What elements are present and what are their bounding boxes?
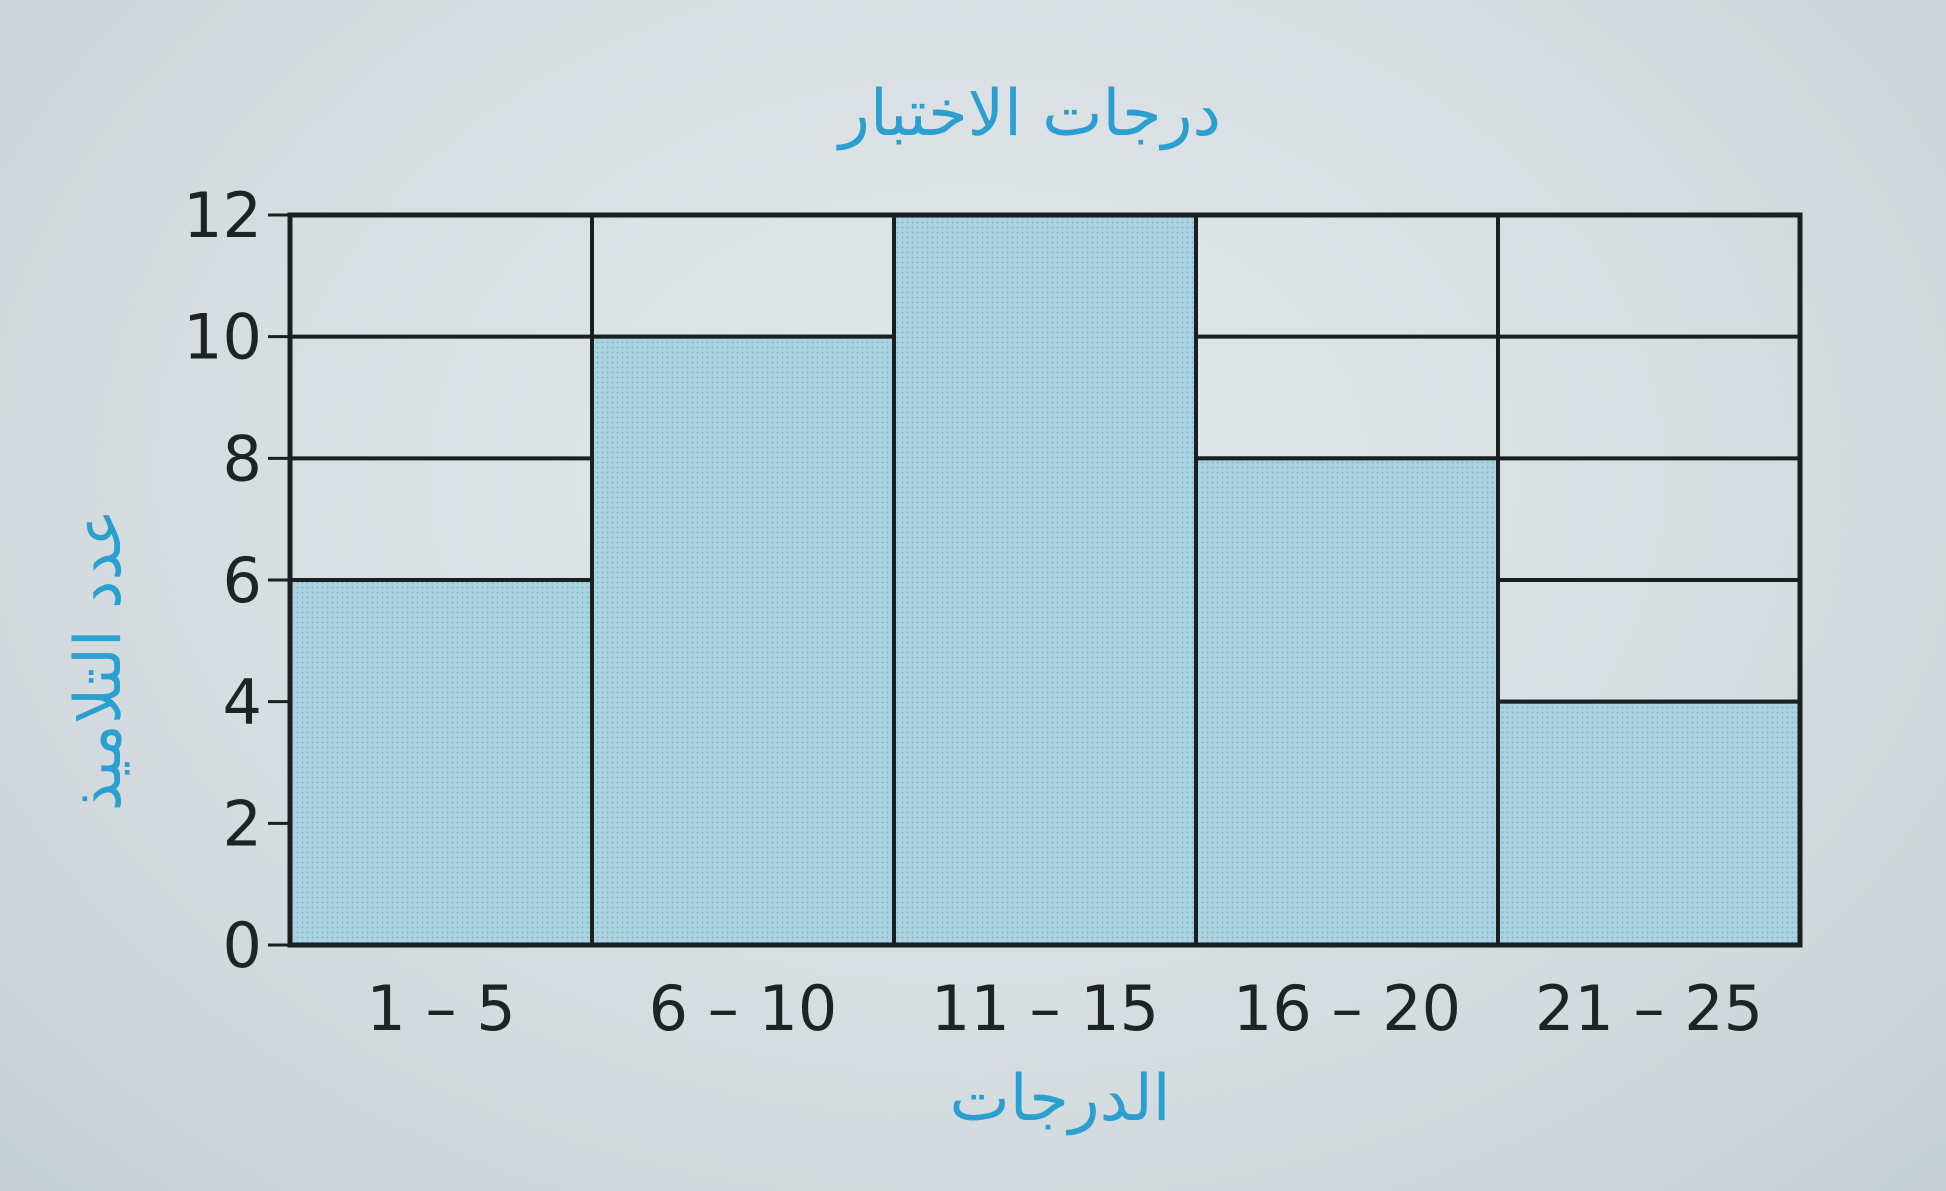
bar-3 [892, 213, 1198, 947]
x-tick-label: 11 – 15 [931, 972, 1159, 1045]
bar-4 [1194, 456, 1500, 947]
y-tick-label: 10 [183, 301, 262, 374]
y-tick-label: 2 [223, 787, 262, 860]
y-tick-label: 8 [223, 422, 262, 495]
x-tick-label: 6 – 10 [649, 972, 838, 1045]
y-axis-label: عدد التلاميذ [62, 509, 136, 812]
y-tick-label: 6 [223, 544, 262, 617]
y-tick-label: 4 [223, 666, 262, 739]
y-tick-label: 12 [183, 179, 262, 252]
y-tick-label: 0 [223, 909, 262, 982]
bar-5 [1496, 699, 1802, 948]
x-axis-label: الدرجات [949, 1062, 1170, 1136]
bar-2 [590, 334, 896, 947]
x-tick-label: 1 – 5 [366, 972, 515, 1045]
chart-title: درجات الاختبار [836, 77, 1221, 151]
bar-1 [288, 578, 594, 947]
x-tick-label: 16 – 20 [1233, 972, 1461, 1045]
x-tick-label: 21 – 25 [1535, 972, 1763, 1045]
